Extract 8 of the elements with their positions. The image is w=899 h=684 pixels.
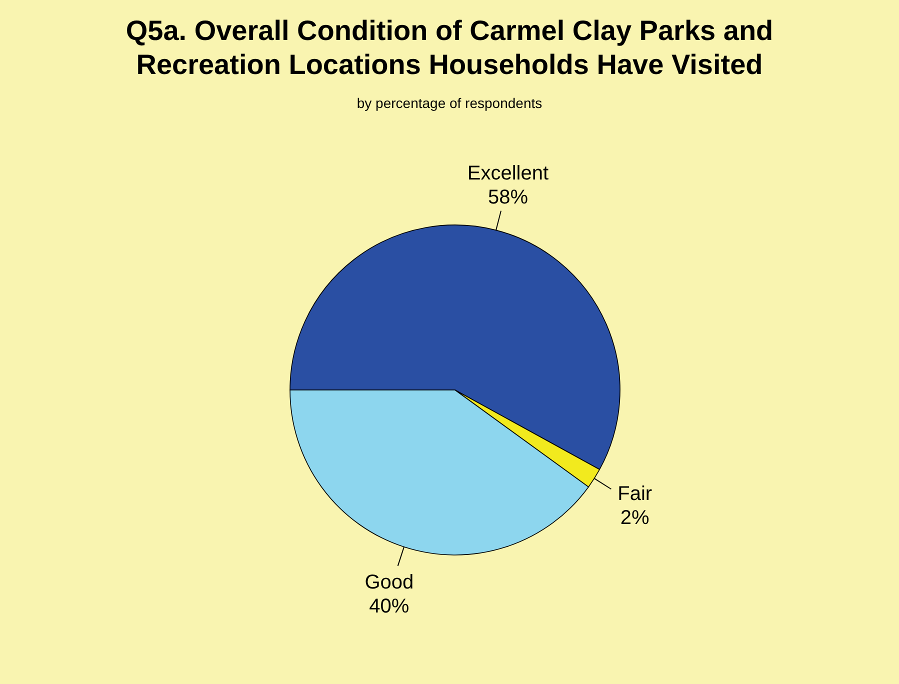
slice-label: Good <box>364 572 414 594</box>
slice-label: Excellent <box>467 162 549 185</box>
chart-title: Q5a. Overall Condition of Carmel Clay Parks and Recreation Locations Households Have Visited <box>126 15 774 80</box>
data-label: 2% <box>620 507 650 530</box>
data-label: 58% <box>488 186 528 209</box>
slice-label: Fair <box>618 483 652 506</box>
chart-subtitle: by percentage of respondents <box>356 95 542 111</box>
data-label: 40% <box>369 596 410 618</box>
